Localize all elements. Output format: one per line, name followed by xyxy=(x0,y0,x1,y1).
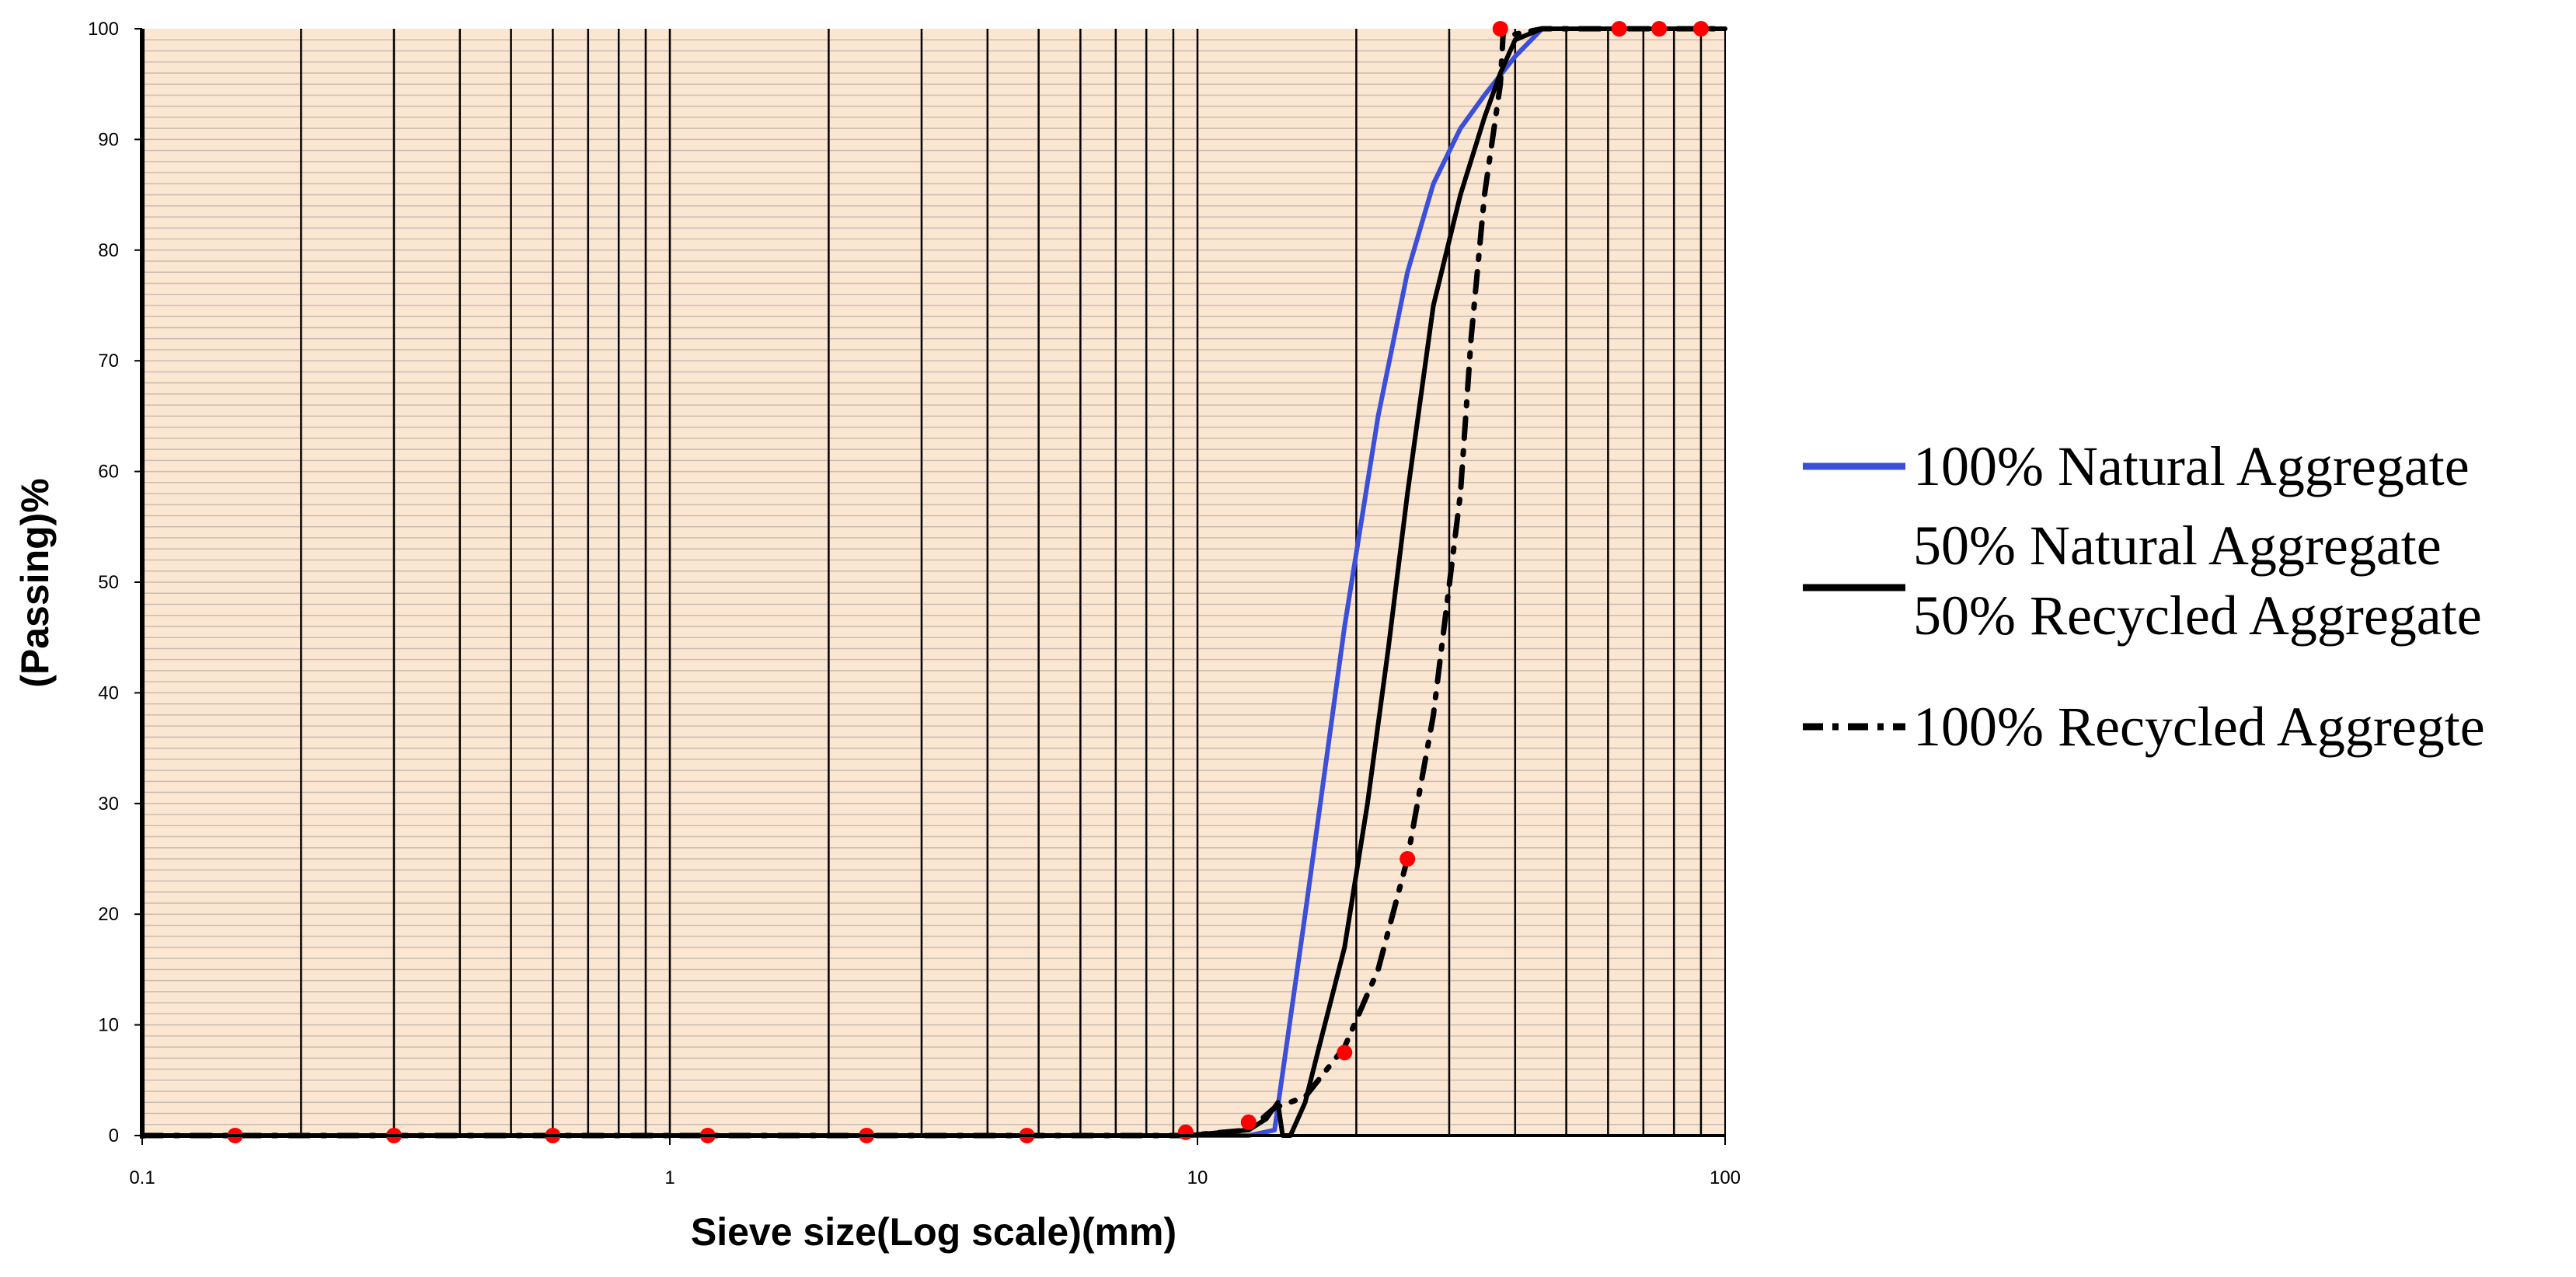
data-marker xyxy=(1611,21,1627,37)
x-tick-label: 100 xyxy=(1710,1167,1741,1188)
y-tick-label: 30 xyxy=(98,794,119,815)
data-marker xyxy=(1400,851,1416,867)
data-marker xyxy=(1692,21,1709,37)
data-marker xyxy=(1240,1114,1257,1130)
legend-label-1: 100% Natural Aggregate xyxy=(1913,435,2470,497)
x-axis-title: Sieve size(Log scale)(mm) xyxy=(691,1210,1176,1254)
horizontal-gridlines xyxy=(142,39,1725,1125)
legend: 100% Natural Aggregate 50% Natural Aggreg… xyxy=(1803,435,2485,758)
series-line-3 xyxy=(139,26,1728,1139)
y-tick-label: 10 xyxy=(98,1015,119,1036)
x-tick-label: 0.1 xyxy=(129,1167,155,1188)
y-tick-labels: 0 10 20 30 40 50 60 70 80 90 100 xyxy=(88,19,142,1146)
data-marker xyxy=(1651,21,1668,37)
y-axis-title: (Passing)% xyxy=(13,478,57,688)
data-marker xyxy=(1337,1045,1353,1061)
x-tick-label: 1 xyxy=(664,1167,675,1188)
legend-label-2-line-2: 50% Recycled Aggregate xyxy=(1913,584,2482,647)
x-tick-labels: 0.1 1 10 100 xyxy=(129,1136,1741,1188)
x-tick-label: 10 xyxy=(1187,1167,1208,1188)
y-tick-label: 90 xyxy=(98,129,119,150)
vertical-gridlines xyxy=(300,29,1703,1136)
y-tick-label: 0 xyxy=(109,1125,119,1146)
y-tick-label: 100 xyxy=(88,19,119,40)
y-tick-label: 20 xyxy=(98,904,119,925)
axes xyxy=(140,29,1726,1139)
legend-label-2-line-1: 50% Natural Aggregate xyxy=(1913,515,2442,577)
legend-label-3: 100% Recycled Aggregte xyxy=(1913,696,2485,758)
y-tick-label: 50 xyxy=(98,572,119,593)
y-tick-label: 70 xyxy=(98,351,119,372)
data-marker xyxy=(1492,21,1508,37)
data-marker xyxy=(1177,1124,1194,1140)
y-tick-label: 40 xyxy=(98,682,119,703)
y-tick-label: 80 xyxy=(98,240,119,261)
y-tick-label: 60 xyxy=(98,462,119,483)
